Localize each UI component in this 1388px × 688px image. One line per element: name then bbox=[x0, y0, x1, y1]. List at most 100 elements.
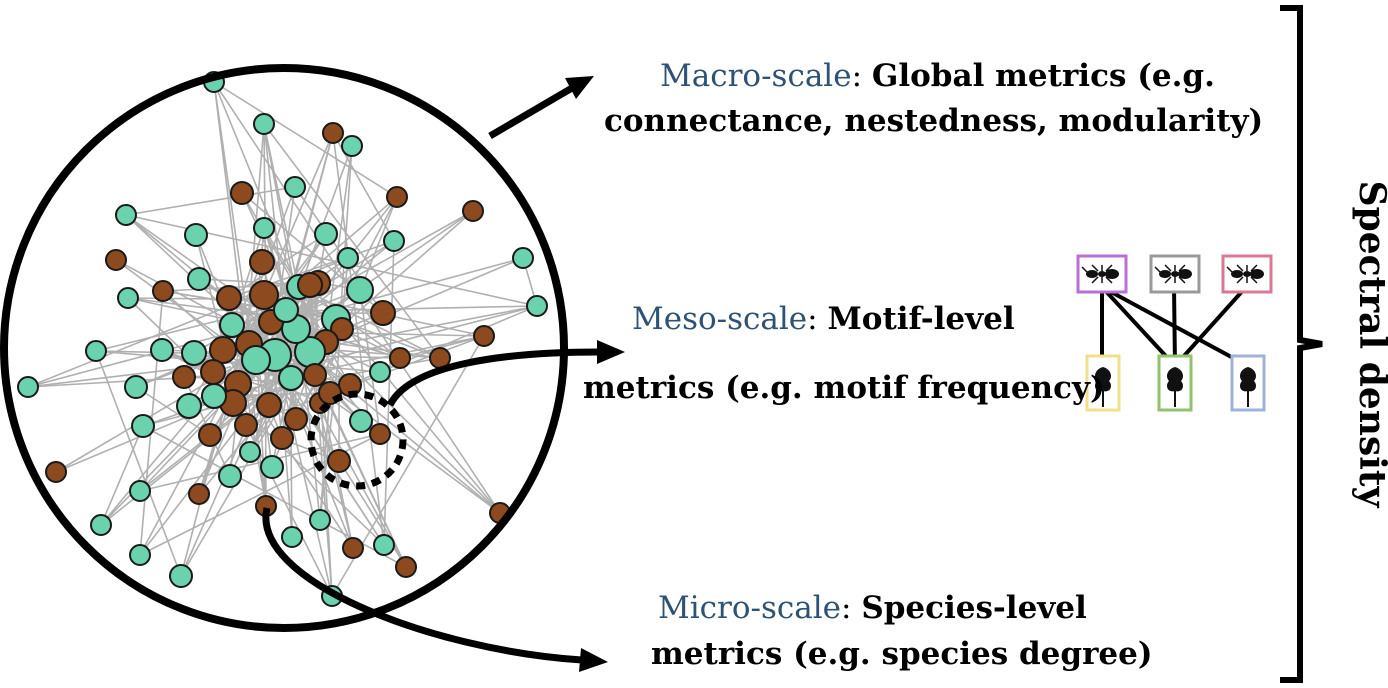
network-edge bbox=[115, 259, 228, 343]
network-edge bbox=[125, 186, 296, 216]
network-edge bbox=[317, 333, 501, 514]
network-edge bbox=[95, 350, 182, 577]
macro-scale-name: Macro-scale bbox=[660, 58, 852, 94]
network-edge bbox=[100, 425, 144, 526]
plant-node bbox=[187, 267, 211, 291]
macro-arrow bbox=[488, 84, 574, 140]
plant-node bbox=[284, 176, 306, 198]
plant-icon bbox=[1095, 367, 1111, 407]
plant-node bbox=[349, 409, 373, 433]
plant-node bbox=[115, 204, 137, 226]
plant-node bbox=[169, 564, 193, 588]
animal-node bbox=[230, 181, 254, 205]
plant-node bbox=[337, 247, 359, 269]
plant-node bbox=[260, 455, 284, 479]
animal-node bbox=[172, 365, 196, 389]
motif-link bbox=[1173, 285, 1248, 368]
animal-node bbox=[369, 423, 391, 445]
plant-node bbox=[218, 464, 242, 488]
animal-node bbox=[256, 392, 282, 418]
macro-metric-line1: Global metrics (e.g. bbox=[871, 58, 1215, 94]
animal-node bbox=[462, 200, 484, 222]
network-edge bbox=[263, 123, 441, 359]
plant-node bbox=[90, 514, 112, 536]
macro-label-line1: Macro-scale: Global metrics (e.g. bbox=[660, 58, 1215, 94]
network-boundary-circle bbox=[0, 64, 568, 632]
meso-label-line2: metrics (e.g. motif frequency) bbox=[583, 370, 1105, 406]
plant-node bbox=[369, 361, 391, 383]
ant-icon bbox=[1226, 264, 1264, 284]
plant-node bbox=[346, 276, 374, 304]
animal-node bbox=[198, 423, 222, 447]
network-edge bbox=[325, 341, 441, 359]
animal-node bbox=[45, 461, 67, 483]
network-edge bbox=[359, 289, 381, 435]
micro-scale-name: Micro-scale bbox=[658, 590, 841, 626]
network-edge bbox=[127, 297, 255, 316]
micro-arrow bbox=[262, 507, 583, 664]
plant-node bbox=[117, 287, 139, 309]
animal-node bbox=[322, 122, 344, 144]
meso-label-line1: Meso-scale: Motif-level bbox=[632, 301, 1015, 337]
micro-metric-line1: Species-level bbox=[861, 590, 1087, 626]
animal-node bbox=[327, 449, 351, 473]
animal-node bbox=[216, 285, 242, 311]
meso-arrow bbox=[386, 348, 601, 407]
meso-arrowhead bbox=[597, 340, 625, 364]
plant-node bbox=[131, 414, 155, 438]
spectral-density-label: Spectral density bbox=[1351, 180, 1388, 508]
right-bracket bbox=[1280, 5, 1323, 683]
plant-node bbox=[314, 222, 338, 246]
animal-node bbox=[188, 483, 210, 505]
plant-node bbox=[129, 480, 151, 502]
plant-node bbox=[341, 135, 363, 157]
network-edge bbox=[198, 343, 250, 495]
animal-node bbox=[152, 280, 174, 302]
plant-node bbox=[239, 441, 261, 463]
network-edge bbox=[195, 234, 227, 352]
animal-node bbox=[386, 186, 408, 208]
animal-node bbox=[473, 325, 495, 347]
macro-arrowhead bbox=[565, 76, 594, 99]
plant-node bbox=[253, 113, 275, 135]
animal-node bbox=[209, 336, 237, 364]
plant-node bbox=[383, 230, 405, 252]
plant-node bbox=[512, 247, 534, 269]
plant-icon bbox=[1240, 367, 1256, 407]
plant-node bbox=[176, 393, 202, 419]
macro-label-line2: connectance, nestedness, modularity) bbox=[604, 103, 1264, 139]
network-edge bbox=[251, 328, 501, 514]
animal-node bbox=[105, 249, 127, 271]
network-edge bbox=[213, 81, 398, 198]
motif-link bbox=[1100, 285, 1177, 368]
plant-node bbox=[278, 365, 304, 391]
plant-node bbox=[184, 223, 208, 247]
animal-node bbox=[303, 363, 327, 387]
network-edge bbox=[162, 290, 337, 320]
network-edge bbox=[383, 240, 395, 546]
meso-scale-name: Meso-scale bbox=[632, 301, 808, 337]
motif-link bbox=[1172, 286, 1177, 367]
network-edge bbox=[319, 392, 331, 521]
network-edge bbox=[332, 132, 385, 546]
plant-node bbox=[309, 509, 331, 531]
animal-node bbox=[297, 272, 323, 298]
plant-node bbox=[241, 345, 271, 375]
macro-separator: : bbox=[851, 58, 872, 94]
meso-metric-line1: Motif-level bbox=[827, 301, 1015, 337]
plant-icon bbox=[1167, 367, 1183, 407]
animal-node bbox=[342, 537, 364, 559]
ant-icon bbox=[1154, 264, 1192, 284]
motif-highlight-circle bbox=[307, 390, 407, 490]
plant-node bbox=[201, 383, 227, 409]
meso-separator: : bbox=[807, 301, 828, 337]
network-edge bbox=[198, 341, 327, 495]
ant-icon bbox=[1081, 264, 1119, 284]
micro-separator: : bbox=[841, 590, 862, 626]
animal-node bbox=[249, 280, 279, 310]
plant-node bbox=[181, 340, 207, 366]
plant-node bbox=[373, 534, 395, 556]
motif-inset bbox=[1076, 254, 1273, 412]
animal-node bbox=[389, 347, 411, 369]
